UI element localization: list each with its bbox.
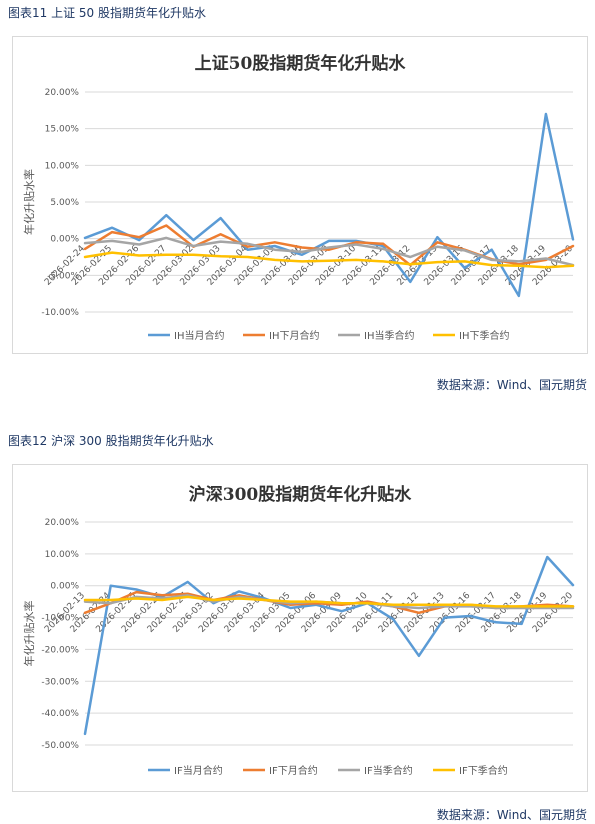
- legend-label: IF下月合约: [269, 764, 318, 777]
- y-tick-label: -50.00%: [41, 741, 79, 751]
- y-tick-label: 15.00%: [45, 125, 80, 135]
- y-axis-label: 年化升贴水率: [22, 169, 36, 235]
- chart-title: 沪深300股指期货年化升贴水: [189, 484, 412, 505]
- figure-caption: 图表12 沪深 300 股指期货年化升贴水: [8, 434, 214, 448]
- y-tick-label: 0.00%: [50, 235, 79, 245]
- y-tick-label: 20.00%: [45, 518, 80, 528]
- y-tick-label: 5.00%: [50, 198, 79, 208]
- series-line: [83, 236, 575, 267]
- legend-label: IH当季合约: [364, 329, 414, 342]
- y-axis-label: 年化升贴水率: [22, 601, 36, 667]
- y-tick-label: -40.00%: [41, 709, 79, 719]
- chart-panel: 沪深300股指期货年化升贴水 -50.00% -40.00% -30.00% -20.0…: [12, 464, 588, 792]
- legend-label: IH当月合约: [174, 329, 224, 342]
- legend-label: IH下月合约: [269, 329, 319, 342]
- data-source: 数据来源：Wind、国元期货: [436, 378, 587, 392]
- y-tick-label: -5.00%: [47, 271, 79, 281]
- y-tick-label: -20.00%: [41, 645, 79, 655]
- legend-label: IF下季合约: [459, 764, 508, 777]
- legend-label: IF当季合约: [364, 764, 413, 777]
- y-tick-label: -30.00%: [41, 677, 79, 687]
- y-tick-label: 20.00%: [45, 88, 80, 98]
- series-line: [83, 595, 575, 608]
- legend-label: IF当月合约: [174, 764, 223, 777]
- chart-title: 上证50股指期货年化升贴水: [195, 53, 407, 74]
- y-tick-label: 10.00%: [45, 161, 80, 171]
- chart-svg: 上证50股指期货年化升贴水 -10.00% -5.00% 0.00% 5.00% 10.0…: [22, 53, 575, 342]
- series-line: [83, 555, 575, 736]
- legend-label: IH下季合约: [459, 329, 509, 342]
- y-tick-label: 0.00%: [50, 582, 79, 592]
- y-tick-label: -10.00%: [41, 614, 79, 624]
- data-source: 数据来源：Wind、国元期货: [436, 808, 587, 822]
- series-line: [83, 112, 575, 298]
- series-line: [83, 251, 575, 269]
- chart-panel: 上证50股指期货年化升贴水 -10.00% -5.00% 0.00% 5.00% 10.0…: [12, 36, 588, 354]
- y-tick-label: 10.00%: [45, 550, 80, 560]
- chart-svg: 沪深300股指期货年化升贴水 -50.00% -40.00% -30.00% -20.0…: [22, 484, 575, 777]
- y-tick-label: -10.00%: [41, 308, 79, 318]
- figure-caption: 图表11 上证 50 股指期货年化升贴水: [8, 6, 206, 20]
